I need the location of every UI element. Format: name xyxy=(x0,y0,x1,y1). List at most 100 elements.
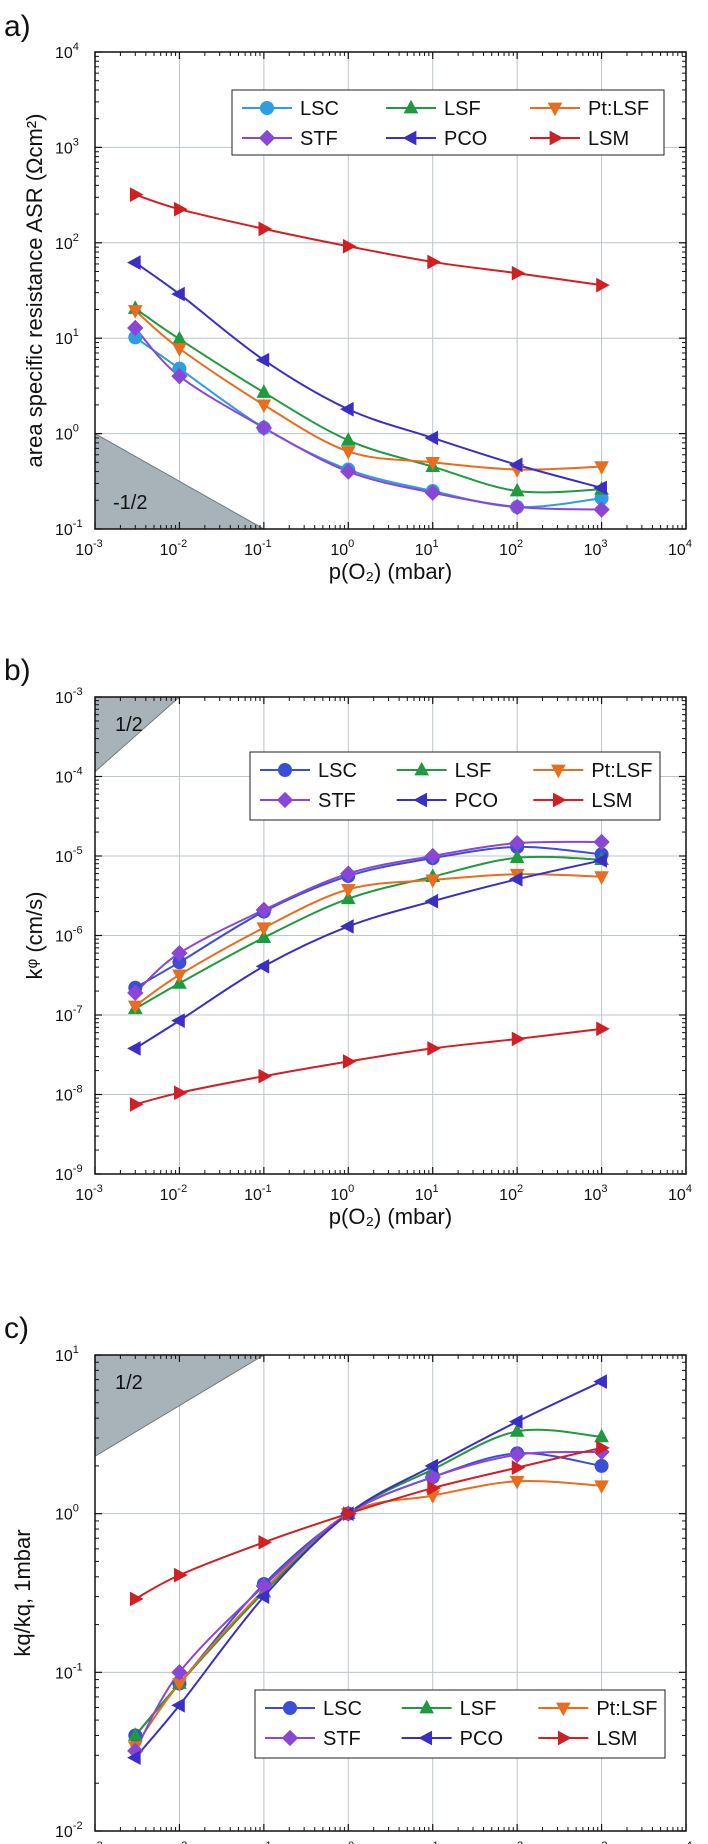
legend-label: Pt:LSF xyxy=(591,760,652,782)
plot-frame xyxy=(94,1354,687,1832)
y-axis-title: kq/kq, 1mbar xyxy=(10,1529,35,1656)
slope-triangle xyxy=(95,433,265,529)
data-point-stf xyxy=(340,865,357,882)
data-point-pco xyxy=(593,853,607,868)
data-point-lsf xyxy=(256,929,272,944)
y-tick-label: 103 xyxy=(55,136,79,157)
series-group xyxy=(127,1374,610,1765)
series-line-lsm xyxy=(134,193,602,287)
data-point-lsm xyxy=(174,1085,188,1101)
data-point-pco xyxy=(171,286,185,302)
legend-marker xyxy=(276,791,294,809)
data-point-pco xyxy=(127,1750,141,1765)
x-axis-title: p(O₂) (mbar) xyxy=(329,1204,452,1229)
data-point-stf xyxy=(171,367,188,385)
legend-box xyxy=(254,1689,666,1759)
legend-label: Pt:LSF xyxy=(588,98,649,120)
panel-3: 1/210-310-210-110010110210310410-210-110… xyxy=(4,1312,692,1844)
data-point-lsm xyxy=(129,1097,144,1112)
legend-label: STF xyxy=(318,790,356,812)
panel-2: 1/2 10-3 10-2 10-1 100 101 102 103 104 10-9 10-8 10… xyxy=(4,654,692,1229)
x-tick-label: 102 xyxy=(499,538,523,559)
data-point-stf xyxy=(171,1664,188,1681)
x-tick-label: 10-3 xyxy=(75,538,103,559)
legend-label: PCO xyxy=(460,1728,503,1750)
series-line-pco xyxy=(134,261,602,489)
data-point-lsm xyxy=(174,1567,188,1583)
data-point-pco xyxy=(508,871,523,887)
legend-marker xyxy=(403,99,419,114)
data-point-pco xyxy=(340,919,354,934)
legend-marker xyxy=(552,792,567,808)
y-tick-label: 10-6 xyxy=(55,925,83,946)
x-axis-title: p(O₂) (mbar) xyxy=(329,559,452,584)
plot-frame xyxy=(94,51,687,530)
data-point-pco xyxy=(508,1414,523,1430)
data-point-lsm xyxy=(342,1054,357,1069)
data-point-lsm xyxy=(342,1506,357,1522)
data-point-lsc xyxy=(594,1458,609,1473)
x-tick-label: 10-1 xyxy=(244,1840,272,1844)
legend-box xyxy=(231,89,665,156)
legend-marker xyxy=(414,761,430,776)
series-group xyxy=(127,187,610,518)
data-point-lsm xyxy=(427,254,441,270)
panel-1: -1/2 10-3 10-2 10-1 100 101 102 103 104 10-1 100 10… xyxy=(4,10,692,584)
y-tick-label: 104 xyxy=(55,41,79,62)
panel-label: c) xyxy=(4,1312,29,1345)
data-point-lsm xyxy=(427,1480,441,1496)
data-point-ptlsf xyxy=(340,446,356,460)
legend-label: LSC xyxy=(300,98,339,120)
y-tick-label: 10-3 xyxy=(55,686,83,707)
y-tick-label: 10-7 xyxy=(55,1004,83,1025)
legend-label: LSC xyxy=(323,1698,362,1720)
data-point-lsm xyxy=(511,1460,526,1475)
slope-label: 1/2 xyxy=(115,1372,143,1394)
data-point-stf xyxy=(508,834,526,852)
x-tick-label: 101 xyxy=(415,1840,439,1844)
data-point-stf xyxy=(508,498,526,516)
data-point-stf xyxy=(255,901,273,919)
data-point-lsf xyxy=(256,384,272,398)
data-point-ptlsf xyxy=(425,456,441,471)
y-tick-label: 10-9 xyxy=(55,1163,83,1184)
data-point-lsm xyxy=(596,277,610,293)
legend-label: LSF xyxy=(455,760,492,782)
legend-label: STF xyxy=(300,128,338,150)
x-tick-label: 100 xyxy=(330,538,354,559)
data-point-pco xyxy=(127,255,141,270)
data-point-lsm xyxy=(129,187,144,202)
series-line-lsm xyxy=(134,1446,602,1600)
data-point-pco xyxy=(508,457,523,473)
data-point-ptlsf xyxy=(256,399,272,414)
data-point-lsm xyxy=(596,1021,610,1037)
data-point-ptlsf xyxy=(256,922,272,936)
y-tick-label: 10-2 xyxy=(55,1820,83,1841)
data-point-lsm xyxy=(342,238,357,254)
data-point-stf xyxy=(593,501,610,518)
legend-marker xyxy=(418,1730,433,1746)
x-tick-label: 10-2 xyxy=(160,538,188,559)
data-point-lsf xyxy=(509,1423,525,1437)
legend-label: LSM xyxy=(591,790,632,812)
data-point-stf xyxy=(127,319,144,337)
data-point-stf xyxy=(424,847,441,865)
data-point-stf xyxy=(593,833,610,851)
y-axis-title: area specific resistance ASR (Ωcm²) xyxy=(22,114,47,468)
data-point-ptlsf xyxy=(594,1480,609,1494)
x-tick-label: 103 xyxy=(584,1840,608,1844)
y-tick-label: 10-1 xyxy=(55,518,83,539)
legend-label: PCO xyxy=(444,128,487,150)
x-tick-label: 10-1 xyxy=(244,538,272,559)
x-tick-label: 104 xyxy=(668,1840,692,1844)
slope-triangle xyxy=(95,697,181,773)
data-point-stf xyxy=(171,944,188,962)
series-line-lsf xyxy=(134,307,602,494)
x-tick-label: 101 xyxy=(415,538,439,559)
data-point-stf xyxy=(424,484,441,501)
x-tick-label: 102 xyxy=(499,1840,523,1844)
legend-label: Pt:LSF xyxy=(596,1698,657,1720)
series-line-lsc xyxy=(134,336,602,509)
data-point-lsf xyxy=(340,432,356,446)
data-point-ptlsf xyxy=(172,969,187,984)
